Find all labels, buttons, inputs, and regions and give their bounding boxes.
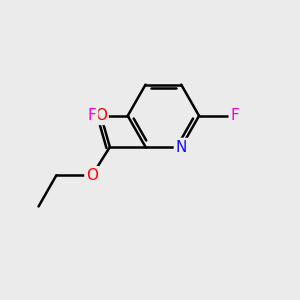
Text: N: N	[176, 140, 187, 154]
Text: O: O	[86, 168, 98, 183]
Text: F: F	[88, 108, 96, 123]
Text: F: F	[230, 108, 239, 123]
Text: O: O	[95, 108, 107, 123]
